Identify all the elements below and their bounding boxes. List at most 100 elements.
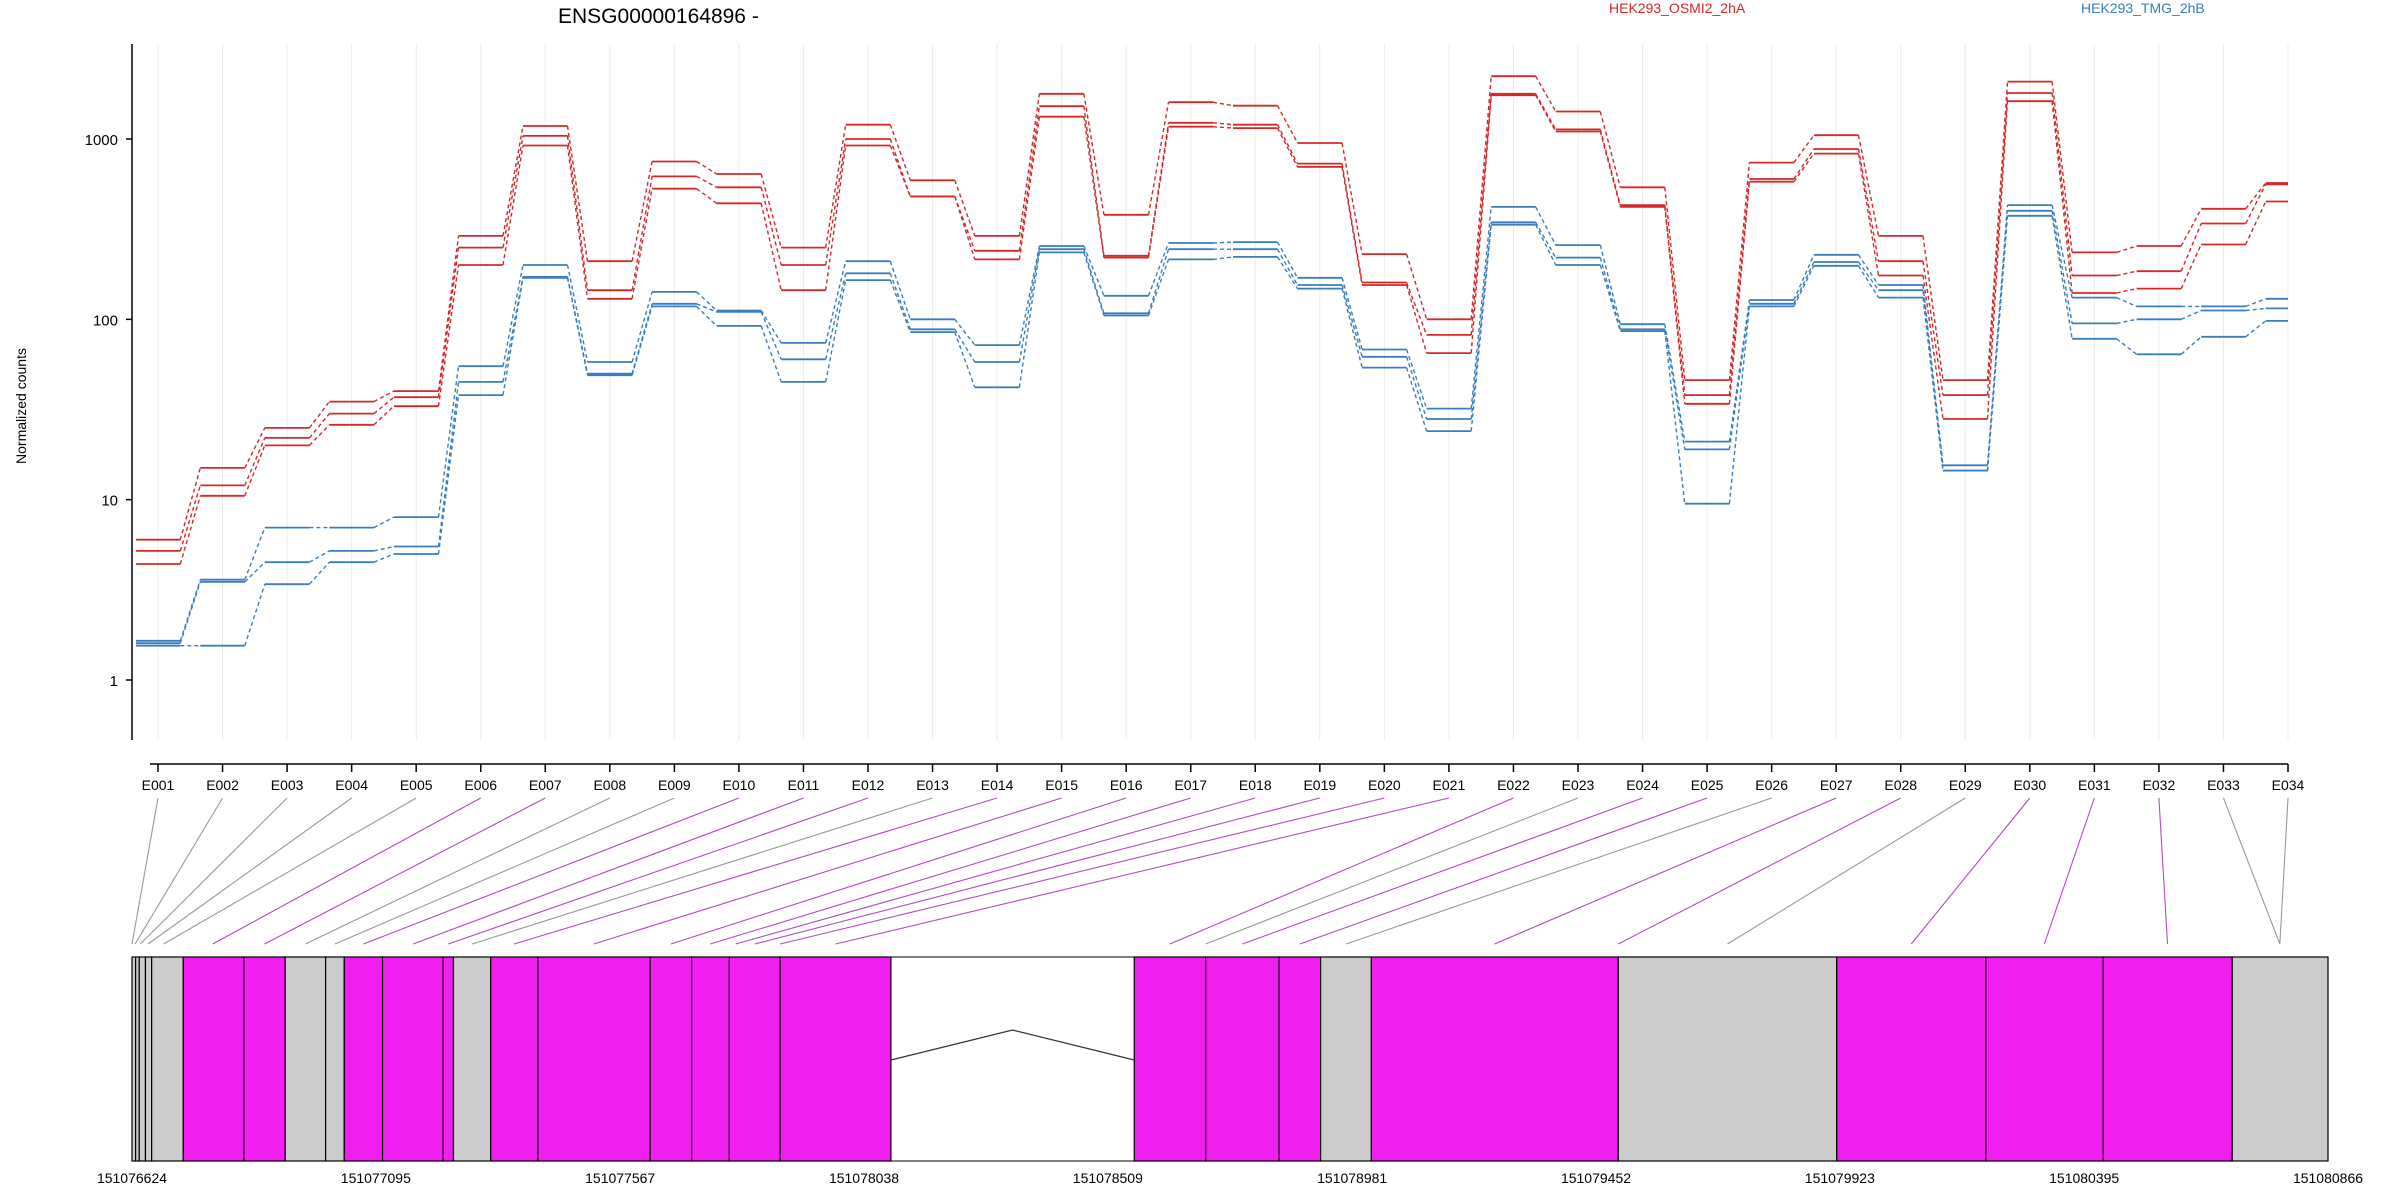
exon-connector xyxy=(412,797,804,945)
exon-connector xyxy=(593,797,1062,945)
exon-block xyxy=(452,956,492,1162)
coordinate-label: 151078509 xyxy=(1073,1170,1143,1186)
exon-block-highlight xyxy=(1836,956,1987,1162)
x-tick-label: E026 xyxy=(1755,777,1788,793)
x-tick-label: E018 xyxy=(1239,777,1272,793)
coordinate-label: 151079452 xyxy=(1561,1170,1631,1186)
exon-connector xyxy=(147,797,352,945)
y-tick-label: 10 xyxy=(101,493,118,510)
coordinate-label: 151076624 xyxy=(97,1170,167,1186)
series-lines xyxy=(136,75,2288,647)
intron-line xyxy=(890,1029,1135,1061)
exon-connector xyxy=(2043,797,2095,945)
x-tick-label: E012 xyxy=(852,777,885,793)
exon-connector xyxy=(735,797,1256,945)
exon-connector xyxy=(212,797,481,945)
exon-connectors xyxy=(131,797,2289,945)
exon-block-highlight xyxy=(1370,956,1619,1162)
exon-block-highlight xyxy=(1985,956,2104,1162)
exon-block-highlight xyxy=(728,956,781,1162)
coordinate-label: 151077095 xyxy=(341,1170,411,1186)
exon-connector xyxy=(710,797,1191,945)
series-line xyxy=(136,75,2288,541)
exon-block xyxy=(325,956,345,1162)
x-tick-label: E030 xyxy=(2013,777,2046,793)
exon-block xyxy=(2231,956,2329,1162)
x-tick-label: E006 xyxy=(464,777,497,793)
x-tick-label: E034 xyxy=(2272,777,2305,793)
x-tick-label: E011 xyxy=(788,777,820,793)
exon-connector xyxy=(1618,797,1901,945)
legend-entry-tmg: HEK293_TMG_2hB xyxy=(2081,0,2205,16)
series-transition xyxy=(179,210,2266,644)
exon-block-highlight xyxy=(649,956,693,1162)
exon-block-highlight xyxy=(2102,956,2233,1162)
exon-connector xyxy=(670,797,1127,945)
x-tick-label: E005 xyxy=(400,777,433,793)
x-tick-label: E013 xyxy=(916,777,949,793)
y-tick-label: 1000 xyxy=(85,132,118,149)
exon-connector xyxy=(2279,797,2289,945)
exon-block-highlight xyxy=(691,956,731,1162)
exon-connector xyxy=(134,797,224,945)
exon-block-highlight xyxy=(243,956,286,1162)
exon-connector xyxy=(780,797,1385,945)
exon-connector xyxy=(305,797,611,945)
exon-block-highlight xyxy=(442,956,455,1162)
x-tick-label: E020 xyxy=(1368,777,1401,793)
x-tick-label: E002 xyxy=(206,777,239,793)
exon-connector xyxy=(1727,797,1966,945)
exon-connector xyxy=(1910,797,2031,945)
x-tick-label: E001 xyxy=(142,777,175,793)
series-line xyxy=(136,209,2288,645)
axes xyxy=(131,44,2288,765)
exon-connector xyxy=(1242,797,1643,945)
x-tick-label: E023 xyxy=(1562,777,1595,793)
x-tick-label: E024 xyxy=(1626,777,1659,793)
series-transition xyxy=(179,75,2267,540)
exon-connector xyxy=(2222,797,2281,945)
x-tick-label: E004 xyxy=(335,777,368,793)
exon-block-highlight xyxy=(1205,956,1280,1162)
exon-connector xyxy=(1169,797,1514,945)
chart-title: ENSG00000164896 - xyxy=(558,5,759,28)
x-tick-label: E009 xyxy=(658,777,691,793)
x-tick-label: E015 xyxy=(1045,777,1078,793)
x-tick-label: E032 xyxy=(2143,777,2176,793)
coordinate-label: 151080395 xyxy=(2049,1170,2119,1186)
exon-block xyxy=(144,956,153,1162)
coordinate-label: 151079923 xyxy=(1805,1170,1875,1186)
x-tick-label: E029 xyxy=(1949,777,1982,793)
exon-connector xyxy=(131,797,159,945)
exon-connector xyxy=(754,797,1320,945)
x-tick-label: E022 xyxy=(1497,777,1530,793)
exon-connector xyxy=(163,797,417,945)
exon-block xyxy=(284,956,327,1162)
exon-block-highlight xyxy=(779,956,892,1162)
exon-block-highlight xyxy=(537,956,651,1162)
exon-connector xyxy=(2158,797,2169,945)
x-tick-label: E028 xyxy=(1884,777,1917,793)
exon-block-highlight xyxy=(343,956,384,1162)
exon-block-highlight xyxy=(1133,956,1207,1162)
series-transition xyxy=(179,204,2266,642)
coordinate-label: 151078038 xyxy=(829,1170,899,1186)
x-tick-label: E014 xyxy=(981,777,1014,793)
exon-block-highlight xyxy=(490,956,539,1162)
x-tick-label: E031 xyxy=(2078,777,2111,793)
exon-block-highlight xyxy=(381,956,444,1162)
coordinate-label: 151077567 xyxy=(585,1170,655,1186)
series-line xyxy=(136,92,2288,552)
exon-connector xyxy=(1299,797,1708,945)
x-tick-label: E021 xyxy=(1433,777,1466,793)
exon-connector xyxy=(363,797,740,945)
series-line xyxy=(136,94,2288,565)
series-line xyxy=(136,204,2288,642)
series-transition xyxy=(180,215,2267,647)
gene-model-frame xyxy=(131,956,2329,1162)
exon-block xyxy=(1319,956,1372,1162)
vertical-grid xyxy=(157,44,2289,740)
series-line xyxy=(136,214,2288,647)
x-ticks: E001 E002 E003 E004 E005 E006 E007 E008 E009 E010… xyxy=(142,764,2305,793)
